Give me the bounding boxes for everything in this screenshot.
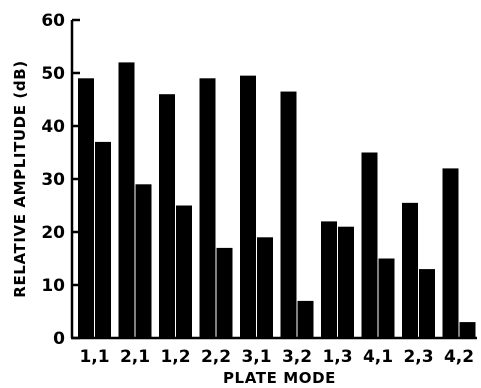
bar-first-4	[199, 78, 216, 339]
bar-first-7	[321, 221, 337, 338]
x-tick-label: 4,2	[444, 347, 474, 367]
bar-second-2	[135, 184, 152, 338]
bar-second-10	[459, 322, 476, 338]
x-tick-label: 2,1	[120, 347, 150, 367]
bar-first-10	[442, 168, 459, 338]
bar-first-2	[118, 62, 135, 339]
x-tick-label: 1,1	[79, 347, 109, 367]
y-tick-label: 10	[41, 276, 65, 296]
axes-group	[70, 18, 477, 340]
x-tick-label: 3,2	[282, 347, 312, 367]
x-tick-label: 1,3	[322, 347, 352, 367]
bar-first-3	[159, 94, 175, 338]
x-tick-label: 2,3	[403, 347, 433, 367]
bar-first-1	[78, 78, 94, 339]
x-tick-label: 3,1	[241, 347, 271, 367]
y-tick-label: 60	[41, 11, 65, 31]
x-tick-label: 1,2	[160, 347, 190, 367]
labels-group: 0 10 20 30 40 50 60 1,1 2,1 1,2 2,2 3,1 3,2 1,3 4,1 2,3…	[11, 11, 474, 387]
x-tick-label: 4,1	[363, 347, 393, 367]
x-axis-title: PLATE MODE	[223, 369, 336, 387]
y-tick-label: 40	[41, 117, 65, 137]
x-tick-label: 2,2	[201, 347, 231, 367]
y-axis-title: RELATIVE AMPLITUDE (dB)	[11, 60, 29, 297]
bar-second-6	[297, 300, 314, 338]
bar-second-3	[176, 205, 192, 338]
bar-second-8	[378, 258, 395, 338]
bar-second-9	[419, 269, 435, 338]
bar-first-9	[402, 202, 418, 338]
bar-second-5	[257, 237, 273, 338]
bar-second-7	[338, 226, 354, 338]
bar-first-6	[280, 91, 297, 338]
y-tick-label: 30	[41, 170, 65, 190]
bar-second-4	[216, 247, 233, 338]
bar-second-1	[95, 141, 111, 338]
bar-first-8	[361, 152, 378, 338]
bar-first-5	[240, 75, 256, 339]
y-tick-label: 0	[53, 329, 65, 349]
y-tick-label: 50	[41, 64, 65, 84]
bars-group	[78, 62, 476, 339]
y-tick-label: 20	[41, 223, 65, 243]
